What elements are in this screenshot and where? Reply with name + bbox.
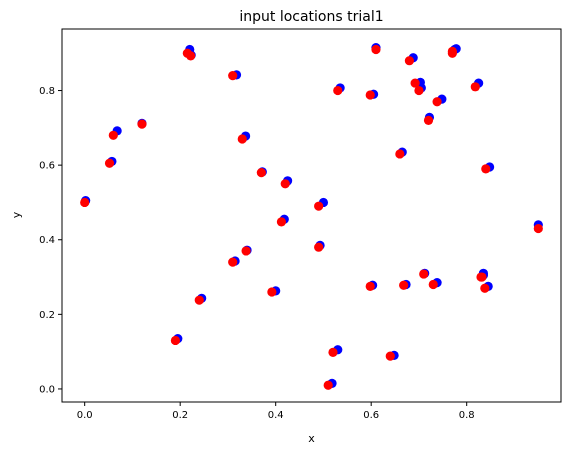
x-tick-label: 0.8 — [459, 410, 475, 421]
x-tick-label: 0.2 — [172, 410, 188, 421]
data-point-series2-28 — [404, 56, 414, 66]
data-point-series2-18 — [314, 201, 324, 211]
data-point-series2-21 — [333, 85, 343, 96]
data-point-series2-30 — [414, 85, 424, 96]
x-axis-label: x — [308, 432, 315, 445]
chart-title: input locations trial1 — [239, 9, 383, 25]
data-point-series2-7 — [186, 51, 196, 61]
data-point-series2-33 — [428, 279, 438, 290]
data-point-series2-5 — [170, 335, 181, 346]
x-tick-label: 0.0 — [77, 410, 93, 421]
y-axis-label: y — [10, 211, 23, 218]
data-point-series2-17 — [314, 242, 324, 252]
data-point-series2-39 — [476, 272, 486, 282]
y-tick-label: 0.4 — [39, 235, 55, 246]
data-points — [80, 43, 543, 390]
data-point-series2-4 — [137, 119, 147, 129]
plot-frame — [61, 28, 562, 403]
data-point-series2-15 — [276, 217, 287, 227]
data-point-series2-36 — [447, 48, 457, 58]
data-point-series2-3 — [108, 130, 118, 140]
data-point-series2-42 — [533, 223, 543, 234]
data-point-series2-40 — [480, 283, 490, 293]
data-point-series2-1 — [80, 197, 90, 208]
data-point-series2-8 — [194, 295, 204, 305]
y-tick-label: 0.2 — [39, 310, 55, 321]
data-point-series2-10 — [228, 71, 238, 81]
data-point-series2-12 — [241, 246, 251, 256]
data-point-series2-11 — [237, 134, 247, 144]
data-point-series2-26 — [395, 149, 405, 159]
y-tick-label: 0.8 — [39, 86, 55, 97]
data-point-series2-20 — [328, 347, 338, 357]
data-point-series2-27 — [399, 280, 409, 290]
data-point-series2-9 — [228, 257, 238, 267]
data-point-series2-34 — [432, 97, 442, 107]
y-tick-label: 0.6 — [39, 161, 55, 172]
data-point-series2-41 — [481, 164, 491, 174]
plot-background — [62, 29, 561, 402]
data-point-series2-14 — [267, 287, 277, 297]
data-point-series2-22 — [365, 281, 375, 291]
axes: 0.0 0.2 0.4 0.6 0.8 0.0 0.2 0.4 0.6 0.8 — [39, 28, 562, 421]
data-point-series2-32 — [423, 115, 434, 125]
data-point-series2-23 — [365, 90, 375, 100]
data-point-series2-25 — [385, 351, 395, 361]
y-tick-label: 0.0 — [39, 384, 55, 395]
x-tick-label: 0.4 — [268, 410, 284, 421]
plot-area — [62, 29, 561, 402]
data-point-series2-31 — [419, 269, 429, 279]
data-point-series2-2 — [104, 158, 115, 168]
data-point-series2-13 — [256, 168, 266, 178]
data-point-series2-29 — [410, 78, 420, 88]
data-point-series2-19 — [323, 380, 333, 390]
data-point-series2-37 — [470, 82, 480, 92]
x-tick-label: 0.6 — [363, 410, 379, 421]
data-point-series2-16 — [280, 179, 290, 189]
data-point-series2-24 — [371, 44, 381, 55]
